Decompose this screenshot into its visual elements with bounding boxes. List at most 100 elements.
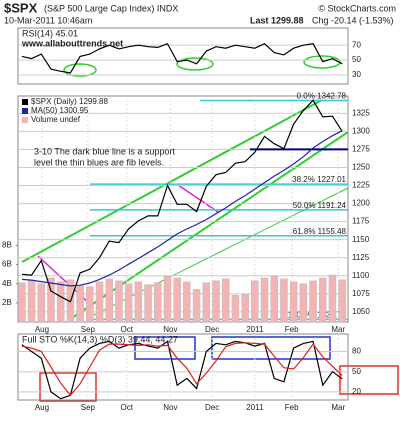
- x-tick-label: Nov: [163, 325, 177, 334]
- index-name: (S&P 500 Large Cap Index) INDX: [44, 3, 178, 13]
- legend-swatch: [22, 117, 28, 123]
- y-tick-label: 1125: [352, 253, 370, 262]
- y-tick-label: 1100: [352, 271, 370, 280]
- y-tick-label: 80: [352, 347, 361, 356]
- y-tick-label: 1200: [352, 199, 370, 208]
- y2-tick-label: 6B: [2, 260, 12, 269]
- x-tick-label: Aug: [35, 325, 49, 334]
- series-line: [21, 130, 343, 287]
- highlight: [339, 365, 399, 395]
- volume-bar: [241, 293, 249, 323]
- legend-label: MA(50) 1300.95: [31, 106, 89, 115]
- y-tick-label: 1225: [352, 181, 370, 190]
- volume-bar: [95, 281, 104, 323]
- symbol: $SPX: [4, 0, 38, 15]
- panel-title: Full STO %K(14,3) %D(3) 39.44, 44.27: [22, 334, 178, 344]
- volume-bar: [105, 278, 113, 323]
- annotation: www.allabouttrends.net: [21, 38, 123, 48]
- series-line: [21, 42, 343, 74]
- x-tick-label: 2011: [246, 403, 264, 412]
- y-tick-label: 1050: [352, 307, 370, 316]
- y-tick-label: 1075: [352, 289, 370, 298]
- volume-bar: [76, 285, 84, 323]
- x-tick-label: Feb: [285, 325, 299, 334]
- x-tick-label: 2011: [246, 325, 264, 334]
- highlight: [211, 336, 331, 360]
- series-line: [21, 342, 343, 397]
- y-tick-label: 1275: [352, 145, 370, 154]
- volume-bar: [144, 284, 152, 323]
- trend-line: [21, 99, 323, 263]
- fib-label: 38.2% 1227.01: [292, 175, 346, 184]
- volume-bar: [231, 294, 240, 323]
- highlight: [63, 63, 97, 77]
- x-tick-label: Dec: [205, 325, 219, 334]
- volume-bar: [299, 283, 308, 323]
- fib-label: 0.0% 1342.78: [297, 92, 347, 101]
- change: Chg -20.14 (-1.53%): [312, 15, 394, 25]
- x-tick-label: Dec: [205, 403, 219, 412]
- annotation: level the thin blues are fib levels.: [34, 157, 164, 167]
- volume-bar: [251, 280, 259, 323]
- y-tick-label: 1325: [352, 108, 370, 117]
- volume-bar: [134, 281, 143, 323]
- y-tick-label: 1175: [352, 217, 370, 226]
- date: 10-Mar-2011 10:46am: [4, 15, 92, 25]
- volume-bar: [37, 283, 46, 323]
- volume-bar: [280, 278, 288, 323]
- volume-bar: [124, 283, 133, 323]
- highlight: [134, 336, 196, 360]
- volume-bar: [163, 275, 172, 323]
- y-tick-label: 30: [352, 70, 361, 79]
- series-line: [21, 340, 343, 400]
- x-tick-label: Oct: [120, 325, 133, 334]
- volume-bar: [115, 280, 123, 323]
- volume-bar: [328, 274, 337, 323]
- fib-label: 100.0% 1039.70: [288, 310, 347, 319]
- volume-bar: [56, 281, 65, 323]
- x-tick-label: Feb: [285, 403, 299, 412]
- volume-bar: [154, 282, 162, 323]
- fib-label: 50.0% 1191.24: [293, 201, 347, 210]
- fib-label: 61.8% 1155.48: [293, 227, 347, 236]
- x-tick-label: Sep: [81, 325, 96, 334]
- x-tick-label: Sep: [81, 403, 96, 412]
- x-tick-label: Nov: [163, 403, 177, 412]
- series-line: [21, 99, 343, 303]
- panel-frame: [17, 27, 349, 85]
- y-tick-label: 70: [352, 40, 361, 49]
- panel-frame: [17, 95, 349, 323]
- volume-bar: [270, 275, 278, 323]
- x-tick-label: Mar: [331, 403, 345, 412]
- y-tick-label: 50: [352, 55, 361, 64]
- legend-swatch: [22, 99, 28, 105]
- volume-bar: [260, 277, 269, 323]
- y2-tick-label: 2B: [2, 298, 12, 307]
- highlight: [39, 372, 97, 402]
- volume-bar: [47, 277, 55, 323]
- trend-line: [177, 184, 219, 213]
- y-tick-label: 1300: [352, 126, 370, 135]
- y2-tick-label: 8B: [2, 240, 12, 249]
- volume-bar: [212, 280, 220, 323]
- volume-bar: [192, 289, 201, 323]
- panel-frame: [17, 333, 349, 401]
- y-tick-label: 1150: [352, 235, 370, 244]
- y-tick-label: 50: [352, 367, 361, 376]
- volume-bar: [27, 280, 36, 323]
- volume-bar: [173, 277, 181, 323]
- highlight: [303, 55, 341, 69]
- y-tick-label: 20: [352, 387, 361, 396]
- legend-label: $SPX (Daily) 1299.88: [31, 97, 108, 106]
- x-tick-label: Mar: [331, 325, 345, 334]
- x-tick-label: Oct: [120, 403, 133, 412]
- volume-bar: [86, 286, 94, 323]
- copyright: © StockCharts.com: [318, 3, 396, 13]
- volume-bar: [289, 281, 298, 323]
- y-tick-label: 1250: [352, 163, 370, 172]
- volume-bar: [338, 279, 346, 323]
- volume-bar: [221, 278, 230, 323]
- legend-label: Volume undef: [31, 115, 81, 124]
- panel-title: RSI(14) 45.01: [22, 28, 78, 38]
